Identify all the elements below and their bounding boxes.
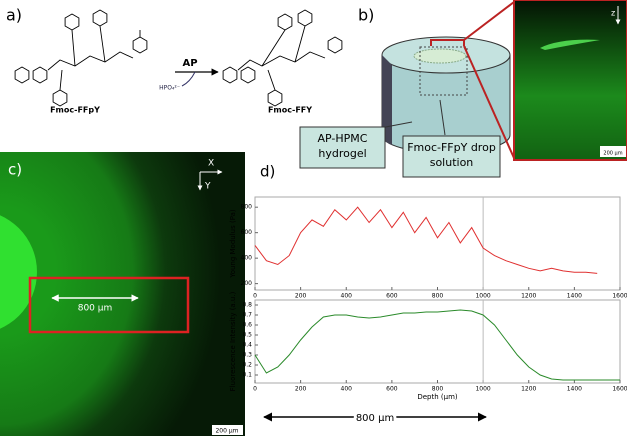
- ring: [15, 67, 29, 83]
- hydrogel-label: AP-HPMC hydrogel: [300, 127, 385, 161]
- x-tick-label: 1000: [475, 293, 490, 300]
- x-tick-label: 1600: [612, 293, 627, 300]
- enzyme: AP: [182, 58, 197, 69]
- axis-label: z: [611, 9, 615, 18]
- x-tick-label: 200: [295, 293, 307, 300]
- figure: a) Fmoc-FFpY AP HPO₄²⁻ Fmoc-FFY b) AP-HP…: [0, 0, 627, 436]
- y-axis-label: Fluorescence Intensity (a.u.): [229, 291, 237, 391]
- ring: [268, 90, 282, 106]
- x-tick-label: 400: [341, 386, 353, 393]
- y-tick-label: 0.3: [242, 352, 252, 359]
- axis-label: X: [208, 159, 214, 169]
- product: Fmoc-FFY: [268, 106, 312, 115]
- y-tick-label: 0.5: [242, 332, 252, 339]
- ring: [93, 10, 107, 26]
- y-tick-label: 600: [241, 229, 253, 236]
- ring: [133, 37, 147, 53]
- axis-label: Y: [204, 182, 211, 192]
- x-tick-label: 1400: [567, 386, 582, 393]
- ring: [298, 10, 312, 26]
- x-tick-label: 800: [432, 386, 444, 393]
- molecules: [15, 10, 342, 106]
- region-label: 800 µm: [78, 304, 113, 314]
- ring: [241, 67, 255, 83]
- x-axis-label: Depth (µm): [417, 393, 458, 401]
- y-tick-label: 0.7: [242, 312, 252, 319]
- inset-image: [514, 0, 627, 160]
- y-tick-label: 800: [241, 204, 253, 211]
- x-tick-label: 1200: [521, 386, 536, 393]
- drop-label: Fmoc-FFpY drop solution: [403, 136, 500, 170]
- panel-label: d): [260, 163, 275, 181]
- byproduct-arrow: [182, 72, 195, 86]
- y-tick-label: 0.6: [242, 322, 252, 329]
- y-tick-label: 0.1: [242, 372, 252, 379]
- x-tick-label: 0: [253, 293, 257, 300]
- x-tick-label: 0: [253, 386, 257, 393]
- x-tick-label: 1400: [567, 293, 582, 300]
- x-tick-label: 1000: [475, 386, 490, 393]
- plot-frame: [255, 197, 620, 290]
- x-tick-label: 600: [386, 293, 398, 300]
- y-tick-label: 200: [241, 280, 253, 287]
- y-tick-label: 0.8: [242, 302, 252, 309]
- y-axis-label: Young Modulus (Pa): [229, 209, 237, 279]
- span-label: 800 µm: [356, 413, 394, 424]
- reactant: Fmoc-FFpY: [50, 106, 100, 115]
- y-tick-label: 0.2: [242, 362, 252, 369]
- ring: [328, 37, 342, 53]
- x-tick-label: 1600: [612, 386, 627, 393]
- x-tick-label: 600: [386, 386, 398, 393]
- scale-bar-label: 200 µm: [215, 428, 238, 435]
- zoom-line: [464, 2, 514, 40]
- x-tick-label: 800: [432, 293, 444, 300]
- x-tick-label: 1200: [521, 293, 536, 300]
- scale-bar-label: 200 µm: [603, 151, 622, 157]
- ring: [33, 67, 47, 83]
- data-line: [255, 310, 620, 380]
- x-tick-label: 200: [295, 386, 307, 393]
- x-tick-label: 400: [341, 293, 353, 300]
- ring: [65, 14, 79, 30]
- byproduct: HPO₄²⁻: [159, 85, 180, 92]
- ring: [278, 14, 292, 30]
- data-line: [255, 207, 597, 273]
- panel-label: c): [8, 161, 22, 179]
- panel-label: b): [358, 6, 374, 25]
- micrograph: [0, 152, 245, 436]
- ring: [53, 90, 67, 106]
- panel-label: a): [6, 6, 22, 25]
- ring: [223, 67, 237, 83]
- y-tick-label: 400: [241, 255, 253, 262]
- y-tick-label: 0.4: [242, 342, 252, 349]
